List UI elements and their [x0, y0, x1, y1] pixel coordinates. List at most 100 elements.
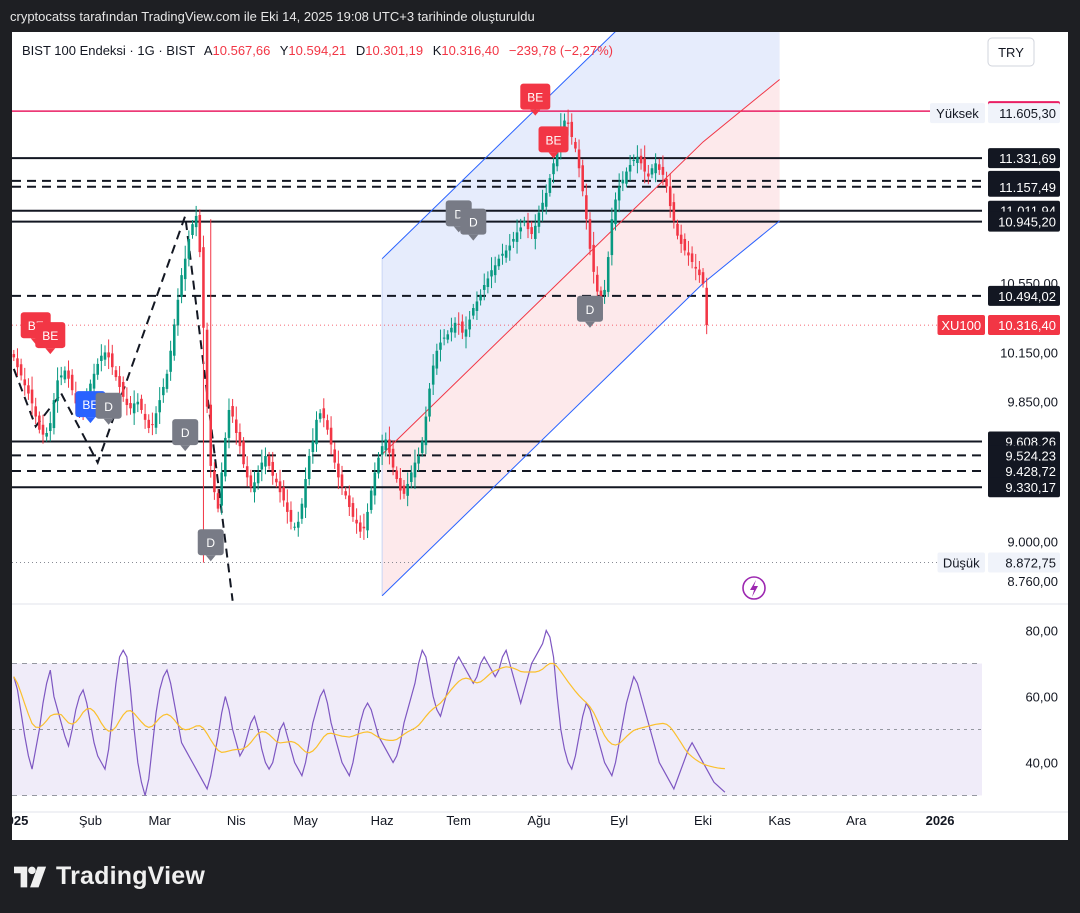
candle-body — [566, 122, 570, 124]
signal-badge-d[interactable]: D — [460, 208, 487, 241]
price-label[interactable]: 10.316,40 XU100 — [937, 315, 1061, 336]
signal-badge-box — [35, 322, 66, 349]
candle-body — [468, 319, 471, 330]
candle-body — [577, 149, 581, 169]
candle — [647, 164, 650, 185]
tradingview-logo[interactable]: TradingView — [14, 862, 205, 891]
signal-badge-text: BE — [82, 398, 98, 412]
price-label[interactable]: 10.494,02 — [988, 285, 1060, 306]
candle-body — [315, 419, 318, 445]
candle — [125, 387, 129, 416]
candle — [333, 442, 337, 469]
signal-badge-pointer — [45, 348, 56, 355]
candle-body — [121, 382, 125, 397]
candle — [490, 257, 493, 289]
candle — [464, 316, 468, 349]
candle — [472, 303, 475, 320]
candle — [428, 383, 431, 422]
candle — [450, 317, 453, 342]
price-label[interactable]: 8.872,75 Düşük — [937, 552, 1061, 573]
price-tag-box — [937, 552, 985, 573]
candle-body — [286, 502, 289, 512]
price-label-box — [988, 461, 1060, 482]
candle — [410, 465, 413, 489]
currency-button[interactable]: TRY — [987, 37, 1035, 67]
candle — [154, 406, 158, 435]
candle — [358, 515, 362, 539]
candle — [596, 266, 599, 300]
candle-body — [519, 227, 522, 232]
signal-badge-box — [538, 126, 569, 153]
candle — [672, 193, 676, 229]
candle-body — [431, 365, 435, 385]
price-label[interactable]: 11.605,30 Yüksek — [930, 103, 1060, 124]
lightning-icon[interactable] — [742, 576, 766, 600]
candle — [198, 209, 202, 258]
candle-body — [690, 253, 694, 262]
signal-badge-d[interactable]: D — [172, 419, 199, 452]
signal-badge-be[interactable]: BE — [538, 126, 569, 159]
candle — [191, 220, 194, 239]
time-tick-label: 2026 — [926, 813, 955, 828]
candle — [665, 171, 668, 193]
candle-body — [282, 487, 285, 501]
chart-panel[interactable]: BEBEBEDDDDDBEBED 10.150,009.850,009.000,… — [12, 32, 1068, 840]
price-label[interactable]: 9.524,23 — [988, 445, 1060, 466]
candle-body — [107, 352, 110, 358]
candle-body — [249, 475, 253, 488]
candle-body — [701, 272, 705, 284]
candle — [391, 440, 395, 476]
candle-body — [428, 388, 431, 417]
candle — [468, 310, 471, 338]
candle — [147, 414, 151, 434]
price-label[interactable]: 11.157,49 — [988, 176, 1060, 197]
signal-badge-box — [197, 529, 224, 556]
candle-body — [89, 383, 92, 395]
time-tick-label: Ara — [846, 813, 867, 828]
candle — [202, 235, 205, 563]
candle — [501, 243, 504, 265]
candle — [457, 312, 460, 335]
zigzag-line-start — [12, 368, 63, 429]
price-label[interactable]: 9.330,17 — [988, 477, 1060, 498]
candle — [384, 432, 388, 457]
candle-body — [132, 403, 136, 414]
candle-body — [293, 526, 296, 528]
candle-body — [668, 186, 672, 207]
candle-body — [552, 163, 555, 175]
candle-body — [453, 322, 457, 333]
candle-body — [417, 456, 420, 464]
signal-badge-d[interactable]: D — [95, 392, 122, 425]
candle-body — [450, 327, 453, 333]
candle-body — [231, 406, 234, 417]
candle — [267, 451, 271, 470]
candle — [16, 348, 19, 377]
price-label[interactable]: 10.945,20 — [988, 211, 1060, 232]
price-label[interactable]: 9.428,72 — [988, 461, 1060, 482]
price-label[interactable]: 11.331,69 — [988, 148, 1060, 169]
candle-body — [672, 202, 676, 221]
open-label: A — [204, 43, 213, 58]
price-chart[interactable]: BEBEBEDDDDDBEBED 10.150,009.850,009.000,… — [12, 32, 1068, 840]
candle-body — [676, 223, 679, 236]
candle-body — [100, 355, 103, 361]
candle-body — [574, 141, 577, 149]
signal-badge-d[interactable]: D — [576, 295, 603, 328]
candle-body — [596, 274, 599, 292]
candle-body — [19, 364, 23, 376]
candle-body — [198, 214, 202, 253]
signal-badge-pointer — [584, 321, 595, 328]
rsi-ma-line — [13, 662, 725, 770]
signal-badge-text: D — [206, 536, 215, 550]
candle-body — [585, 195, 588, 220]
candle — [683, 233, 687, 256]
signal-badge-be[interactable]: BE — [520, 83, 551, 116]
candle — [322, 398, 326, 428]
candle — [70, 369, 74, 396]
signal-badge-be[interactable]: BE — [35, 322, 66, 355]
candle — [534, 214, 537, 250]
candle — [632, 154, 636, 167]
candle-body — [679, 234, 683, 244]
signal-badge-d[interactable]: D — [197, 529, 224, 562]
candle — [169, 340, 172, 381]
